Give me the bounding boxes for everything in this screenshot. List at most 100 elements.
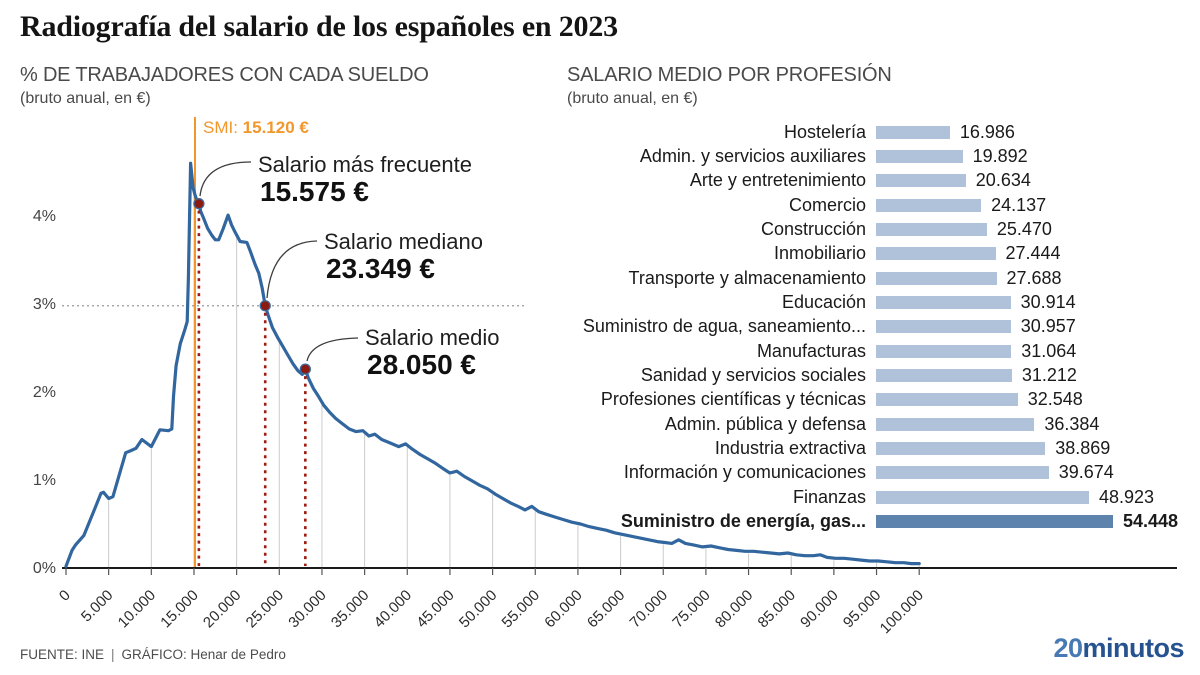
bar-value: 27.688: [1006, 267, 1062, 288]
bar: [876, 466, 1049, 480]
bar-label: Información y comunicaciones: [623, 462, 866, 483]
bar-label: Industria extractiva: [714, 438, 866, 459]
svg-text:1%: 1%: [33, 472, 56, 489]
profession-bar-chart: Hostelería 16.986 Admin. y servicios auxil…: [560, 120, 1200, 534]
bar-row: Transporte y almacenamiento 27.688: [560, 266, 1200, 290]
bar-row: Construcción 25.470: [560, 217, 1200, 241]
salary-distribution-chart: 0% 1% 2% 3% 4% 0 5.00010.00015.00020.00025.00…: [33, 117, 1177, 637]
svg-text:50.000: 50.000: [456, 587, 500, 631]
page-title: Radiografía del salario de los españoles…: [20, 10, 618, 43]
svg-text:3%: 3%: [33, 296, 56, 313]
bar-value: 36.384: [1044, 413, 1100, 434]
svg-text:70.000: 70.000: [627, 587, 671, 631]
bar-row: Arte y entretenimiento 20.634: [560, 169, 1200, 193]
bar-label: Sanidad y servicios sociales: [640, 365, 866, 386]
bar-label: Construcción: [760, 219, 866, 240]
bar-row: Admin. pública y defensa 36.384: [560, 412, 1200, 436]
bar-value: 48.923: [1099, 486, 1155, 507]
bar-row: Suministro de energía, gas... 54.448: [560, 510, 1200, 534]
bar-value: 24.137: [991, 194, 1047, 215]
credit-text: GRÁFICO: Henar de Pedro: [121, 647, 286, 662]
svg-text:65.000: 65.000: [584, 587, 628, 631]
bar: [876, 490, 1089, 504]
bar-label: Suministro de energía, gas...: [620, 511, 866, 532]
bar: [876, 344, 1012, 358]
bar: [876, 150, 963, 164]
bar-label: Profesiones científicas y técnicas: [600, 389, 866, 410]
bar-label: Educación: [781, 292, 866, 313]
svg-text:100.000: 100.000: [877, 587, 927, 637]
svg-text:60.000: 60.000: [541, 587, 585, 631]
source-text: FUENTE: INE: [20, 647, 105, 662]
svg-text:0%: 0%: [33, 560, 56, 577]
svg-text:40.000: 40.000: [371, 587, 415, 631]
annotation-frecuente-label: Salario más frecuente: [258, 152, 472, 177]
svg-text:80.000: 80.000: [712, 587, 756, 631]
salary-curve: [64, 161, 921, 568]
right-chart-header: SALARIO MEDIO POR PROFESIÓN (bruto anual…: [567, 64, 892, 108]
connector-medio: [306, 337, 359, 362]
bar: [876, 369, 1012, 383]
bar: [876, 271, 997, 285]
bar-row: Profesiones científicas y técnicas 32.548: [560, 388, 1200, 412]
footer: FUENTE: INE | GRÁFICO: Henar de Pedro: [20, 647, 286, 662]
bar-label: Admin. pública y defensa: [664, 413, 866, 434]
logo-part-20: 20: [1053, 633, 1083, 663]
right-chart-heading: SALARIO MEDIO POR PROFESIÓN: [567, 64, 892, 86]
bar-row: Educación 30.914: [560, 290, 1200, 314]
bar-label: Manufacturas: [756, 340, 866, 361]
svg-text:10.000: 10.000: [115, 587, 159, 631]
bar-value: 32.548: [1027, 389, 1083, 410]
bar: [876, 223, 987, 237]
bar-value: 54.448: [1123, 511, 1179, 532]
bar: [876, 174, 966, 188]
svg-text:45.000: 45.000: [413, 587, 457, 631]
bar-label: Comercio: [788, 194, 866, 215]
bar: [876, 125, 950, 139]
svg-text:20.000: 20.000: [200, 587, 244, 631]
bar: [876, 442, 1046, 456]
bar-value: 30.914: [1020, 292, 1076, 313]
bar: [876, 417, 1035, 431]
svg-text:30.000: 30.000: [285, 587, 329, 631]
bar-label: Transporte y almacenamiento: [628, 267, 866, 288]
annotation-frecuente-value: 15.575 €: [260, 176, 369, 207]
left-chart-heading: % DE TRABAJADORES CON CADA SUELDO: [20, 64, 429, 86]
bar-label: Suministro de agua, saneamiento...: [582, 316, 866, 337]
svg-text:2%: 2%: [33, 384, 56, 401]
logo-part-minutos: minutos: [1082, 633, 1185, 663]
bar: [876, 198, 982, 212]
bar-row: Inmobiliario 27.444: [560, 242, 1200, 266]
bar-value: 30.957: [1020, 316, 1076, 337]
footer-divider: |: [111, 647, 115, 662]
bar: [876, 515, 1113, 529]
bar-label: Hostelería: [783, 121, 866, 142]
left-chart-header: % DE TRABAJADORES CON CADA SUELDO (bruto…: [20, 64, 429, 108]
bar: [876, 320, 1011, 334]
marker-dot-salario_medio: [299, 363, 311, 375]
bar-row: Industria extractiva 38.869: [560, 436, 1200, 460]
svg-text:0: 0: [56, 587, 74, 605]
bar-value: 31.212: [1021, 365, 1077, 386]
smi-label-prefix: SMI:: [203, 118, 243, 137]
svg-text:55.000: 55.000: [499, 587, 543, 631]
curve-markers: [193, 198, 311, 566]
bar-row: Información y comunicaciones 39.674: [560, 461, 1200, 485]
bar-row: Suministro de agua, saneamiento... 30.957: [560, 315, 1200, 339]
y-axis-labels: 0% 1% 2% 3% 4%: [33, 208, 56, 577]
bar-label: Admin. y servicios auxiliares: [639, 146, 866, 167]
bar-value: 27.444: [1005, 243, 1061, 264]
bar-value: 16.986: [959, 121, 1015, 142]
bar-label: Inmobiliario: [773, 243, 866, 264]
bar-row: Sanidad y servicios sociales 31.212: [560, 363, 1200, 387]
bar-value: 20.634: [975, 170, 1031, 191]
annotation-mediano-label: Salario mediano: [324, 229, 483, 254]
smi-label-value: 15.120 €: [243, 118, 310, 137]
bar-label: Finanzas: [792, 486, 866, 507]
bar-value: 19.892: [972, 146, 1028, 167]
bar: [876, 393, 1018, 407]
bar-row: Hostelería 16.986: [560, 120, 1200, 144]
annotation-mediano-value: 23.349 €: [326, 253, 435, 284]
logo-20minutos: 20minutos: [1053, 633, 1184, 664]
connector-mediano: [266, 240, 318, 299]
